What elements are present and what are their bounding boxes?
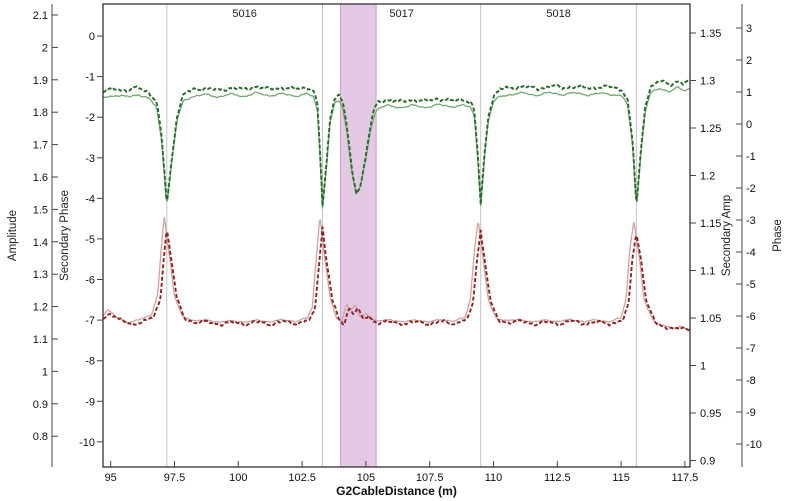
tick-label-secondary_amp: 1.2 bbox=[700, 171, 715, 183]
tick-label-secondary_phase: -5 bbox=[85, 234, 95, 246]
tick-label-phase: -3 bbox=[746, 215, 756, 227]
section-label-5016: 5016 bbox=[232, 8, 256, 20]
tick-label-secondary_amp: 0.9 bbox=[700, 456, 715, 468]
tick-label-phase: 2 bbox=[746, 55, 752, 67]
y-axis-title-phase: Phase bbox=[772, 219, 784, 252]
tick-label-secondary_amp: 1.25 bbox=[700, 123, 721, 135]
tick-label-secondary_phase: -4 bbox=[85, 193, 95, 205]
x-tick-label: 112.5 bbox=[544, 472, 571, 484]
series-secondary-phase-pink-thin bbox=[103, 216, 690, 331]
tick-label-phase: 0 bbox=[746, 119, 752, 131]
tick-label-amplitude: 1.8 bbox=[33, 107, 48, 119]
x-tick-label: 97.5 bbox=[164, 472, 185, 484]
tick-label-amplitude: 1.6 bbox=[33, 172, 48, 184]
x-tick-label: 115 bbox=[612, 472, 630, 484]
plot-border bbox=[102, 3, 691, 468]
y-axis-title-secondary_amp: Secondary Amp bbox=[721, 195, 733, 276]
tick-label-amplitude: 1.1 bbox=[33, 334, 48, 346]
tick-label-phase: -10 bbox=[746, 439, 762, 451]
tick-label-amplitude: 1.9 bbox=[33, 75, 48, 87]
tick-label-amplitude: 0.9 bbox=[33, 399, 48, 411]
tick-label-secondary_phase: -1 bbox=[85, 72, 95, 84]
series-group bbox=[103, 79, 690, 333]
tick-label-secondary_amp: 1.35 bbox=[700, 28, 721, 40]
x-tick-label: 107.5 bbox=[416, 472, 444, 484]
tick-label-phase: 3 bbox=[746, 23, 752, 35]
tick-label-phase: -9 bbox=[746, 407, 756, 419]
tick-label-phase: -5 bbox=[746, 279, 756, 291]
tick-label-secondary_phase: -3 bbox=[85, 153, 95, 165]
x-tick-label: 102.5 bbox=[288, 472, 316, 484]
tick-label-secondary_phase: -10 bbox=[79, 437, 95, 449]
tick-label-amplitude: 2.1 bbox=[33, 10, 48, 22]
x-tick-label: 95 bbox=[105, 472, 117, 484]
tick-label-secondary_amp: 1 bbox=[700, 361, 706, 373]
tick-label-phase: -2 bbox=[746, 183, 756, 195]
tick-label-secondary_phase: -2 bbox=[85, 112, 95, 124]
x-axis-title: G2CableDistance (m) bbox=[336, 484, 457, 498]
tick-label-phase: -4 bbox=[746, 247, 756, 259]
x-tick-label: 110 bbox=[485, 472, 503, 484]
series-secondary-amp-green-thin bbox=[103, 85, 690, 209]
tick-label-amplitude: 2 bbox=[42, 42, 48, 54]
tick-label-secondary_amp: 1.3 bbox=[700, 76, 715, 88]
y-axis-title-secondary_phase: Secondary Phase bbox=[59, 190, 71, 281]
tick-label-secondary_phase: -7 bbox=[85, 315, 95, 327]
tick-label-secondary_phase: -9 bbox=[85, 396, 95, 408]
tick-label-phase: -7 bbox=[746, 343, 756, 355]
highlight-band bbox=[340, 4, 377, 467]
tick-label-secondary_amp: 1.15 bbox=[700, 218, 721, 230]
tick-label-phase: 1 bbox=[746, 87, 752, 99]
series-phase-darkred-dashed bbox=[103, 226, 690, 333]
tick-label-secondary_phase: -6 bbox=[85, 275, 95, 287]
tick-label-secondary_amp: 0.95 bbox=[700, 408, 721, 420]
tick-label-secondary_phase: 0 bbox=[89, 31, 95, 43]
tick-label-amplitude: 1 bbox=[42, 366, 48, 378]
tick-label-secondary_amp: 1.1 bbox=[700, 266, 715, 278]
tick-label-phase: -1 bbox=[746, 151, 756, 163]
y-axis-title-amplitude: Amplitude bbox=[7, 210, 19, 261]
tick-label-amplitude: 1.2 bbox=[33, 302, 48, 314]
section-label-5017: 5017 bbox=[389, 8, 413, 20]
tick-label-amplitude: 1.4 bbox=[33, 237, 48, 249]
tick-label-amplitude: 1.5 bbox=[33, 204, 48, 216]
tick-label-phase: -8 bbox=[746, 375, 756, 387]
x-tick-label: 105 bbox=[357, 472, 375, 484]
x-tick-label: 100 bbox=[229, 472, 247, 484]
tick-label-amplitude: 1.7 bbox=[33, 140, 48, 152]
tick-label-amplitude: 1.3 bbox=[33, 269, 48, 281]
series-amplitude-green-dashed bbox=[103, 79, 690, 208]
tick-label-phase: -6 bbox=[746, 311, 756, 323]
tick-label-amplitude: 0.8 bbox=[33, 431, 48, 443]
section-label-5018: 5018 bbox=[546, 8, 570, 20]
tick-label-secondary_amp: 1.05 bbox=[700, 313, 721, 325]
tick-label-secondary_phase: -8 bbox=[85, 356, 95, 368]
x-tick-label: 117.5 bbox=[672, 472, 699, 484]
